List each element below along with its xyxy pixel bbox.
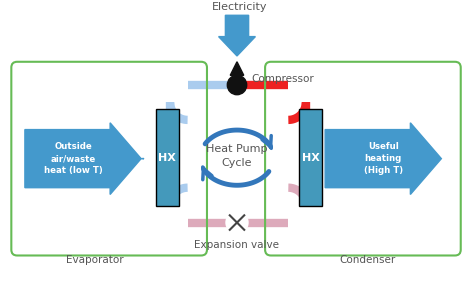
Text: Evaporator: Evaporator bbox=[66, 254, 123, 264]
FancyBboxPatch shape bbox=[155, 109, 179, 206]
Text: Compressor: Compressor bbox=[252, 74, 314, 84]
Text: Condenser: Condenser bbox=[340, 254, 396, 264]
FancyArrow shape bbox=[325, 123, 441, 195]
FancyArrow shape bbox=[25, 123, 141, 195]
Text: Outside
air/waste
heat (low T): Outside air/waste heat (low T) bbox=[44, 142, 103, 175]
Text: HX: HX bbox=[301, 153, 319, 163]
Text: Useful
heating
(High T): Useful heating (High T) bbox=[364, 142, 403, 175]
Text: HX: HX bbox=[158, 153, 176, 163]
Circle shape bbox=[227, 212, 247, 233]
Text: Electricity: Electricity bbox=[212, 2, 268, 12]
FancyBboxPatch shape bbox=[299, 109, 322, 206]
Circle shape bbox=[228, 75, 246, 95]
Text: Expansion valve: Expansion valve bbox=[194, 240, 280, 250]
Polygon shape bbox=[230, 62, 244, 75]
FancyArrow shape bbox=[219, 15, 255, 56]
Text: Heat Pump
Cycle: Heat Pump Cycle bbox=[206, 144, 268, 168]
